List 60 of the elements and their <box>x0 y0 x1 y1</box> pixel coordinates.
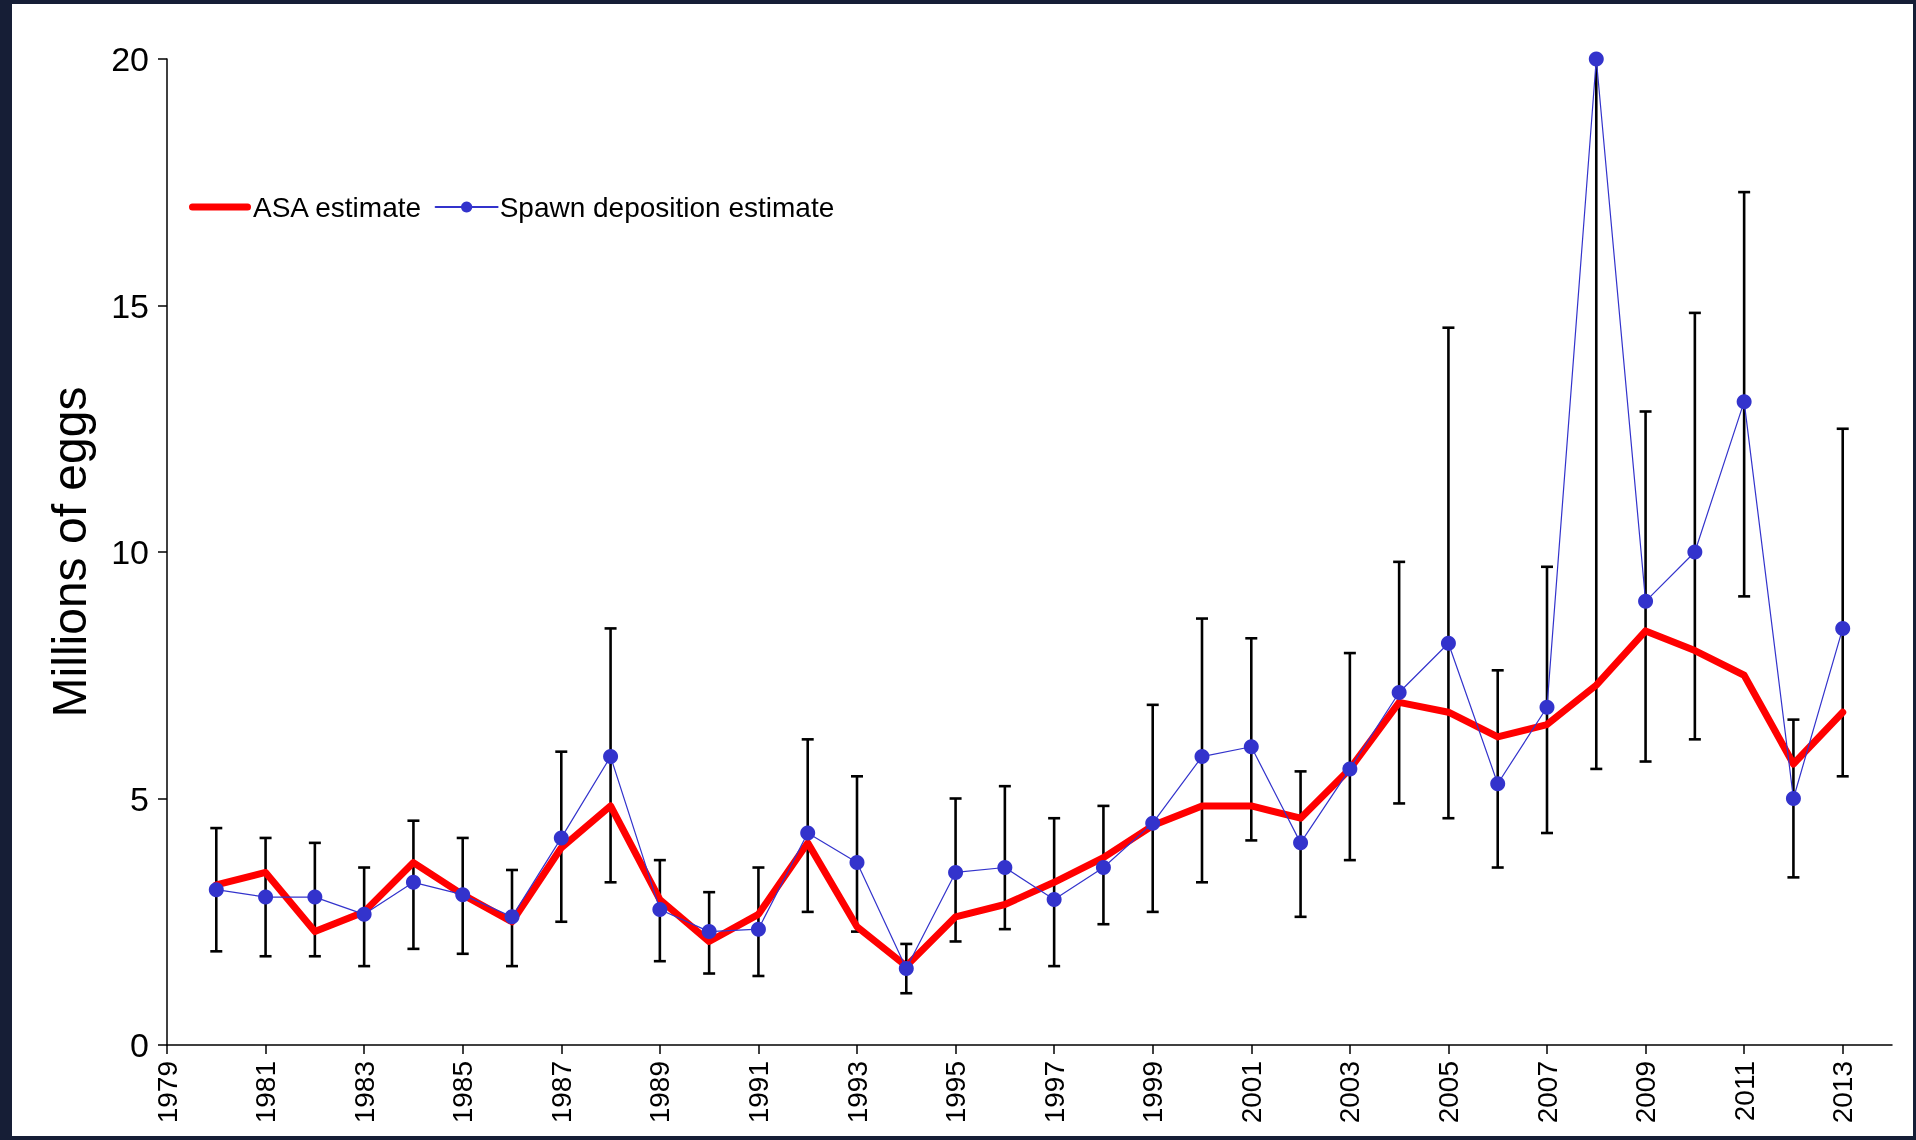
point <box>898 961 914 977</box>
point <box>652 901 668 917</box>
point <box>504 909 520 925</box>
point <box>208 882 224 898</box>
legend-label: Spawn deposition estimate <box>499 191 835 223</box>
point <box>258 889 274 905</box>
y-tick-label: 20 <box>111 40 149 78</box>
y-tick-label: 10 <box>111 533 149 571</box>
point <box>997 860 1013 876</box>
legend-label: ASA estimate <box>253 191 422 223</box>
point <box>1342 761 1358 777</box>
x-tick-label: 1997 <box>1038 1061 1070 1124</box>
x-tick-label: 1993 <box>841 1061 873 1124</box>
x-tick-label: 1989 <box>644 1061 676 1124</box>
x-tick-label: 1979 <box>151 1061 183 1124</box>
x-tick-label: 2013 <box>1827 1061 1859 1124</box>
point <box>1687 544 1703 560</box>
y-tick-label: 15 <box>111 286 149 325</box>
point <box>356 906 372 922</box>
point <box>1638 593 1654 609</box>
point <box>1194 749 1210 765</box>
point <box>800 825 816 841</box>
x-tick-label: 1999 <box>1137 1061 1169 1124</box>
point <box>1588 51 1604 67</box>
point <box>701 924 717 940</box>
x-tick-label: 2011 <box>1728 1061 1760 1122</box>
y-tick-label: 0 <box>130 1026 149 1064</box>
point <box>455 887 471 903</box>
point <box>307 889 323 905</box>
x-tick-label: 2009 <box>1630 1061 1662 1124</box>
y-axis-title: Millions of eggs <box>42 386 96 718</box>
x-tick-label: 1983 <box>348 1061 380 1124</box>
point <box>603 749 619 765</box>
point <box>405 874 421 890</box>
x-tick-label: 1985 <box>447 1061 479 1124</box>
x-tick-label: 2001 <box>1235 1061 1267 1124</box>
point <box>1736 394 1752 410</box>
point <box>948 864 964 880</box>
point <box>1490 776 1506 792</box>
x-tick-label: 1987 <box>545 1061 577 1124</box>
point <box>1391 685 1407 700</box>
x-tick-label: 1991 <box>742 1061 774 1124</box>
point <box>1835 620 1851 636</box>
x-tick-label: 2007 <box>1531 1061 1563 1124</box>
point <box>1145 815 1161 831</box>
point <box>750 921 766 937</box>
x-tick-label: 2005 <box>1432 1061 1464 1124</box>
point <box>849 855 865 871</box>
x-tick-label: 1981 <box>250 1061 282 1124</box>
point <box>1046 892 1062 908</box>
y-tick-label: 5 <box>130 779 149 818</box>
point <box>1095 860 1111 876</box>
point <box>553 830 569 846</box>
x-tick-label: 1995 <box>940 1061 972 1124</box>
point <box>1243 739 1259 755</box>
point <box>1440 635 1456 651</box>
point <box>1539 699 1555 715</box>
point <box>1293 835 1309 851</box>
x-tick-label: 2003 <box>1334 1061 1366 1124</box>
point <box>1785 791 1801 806</box>
